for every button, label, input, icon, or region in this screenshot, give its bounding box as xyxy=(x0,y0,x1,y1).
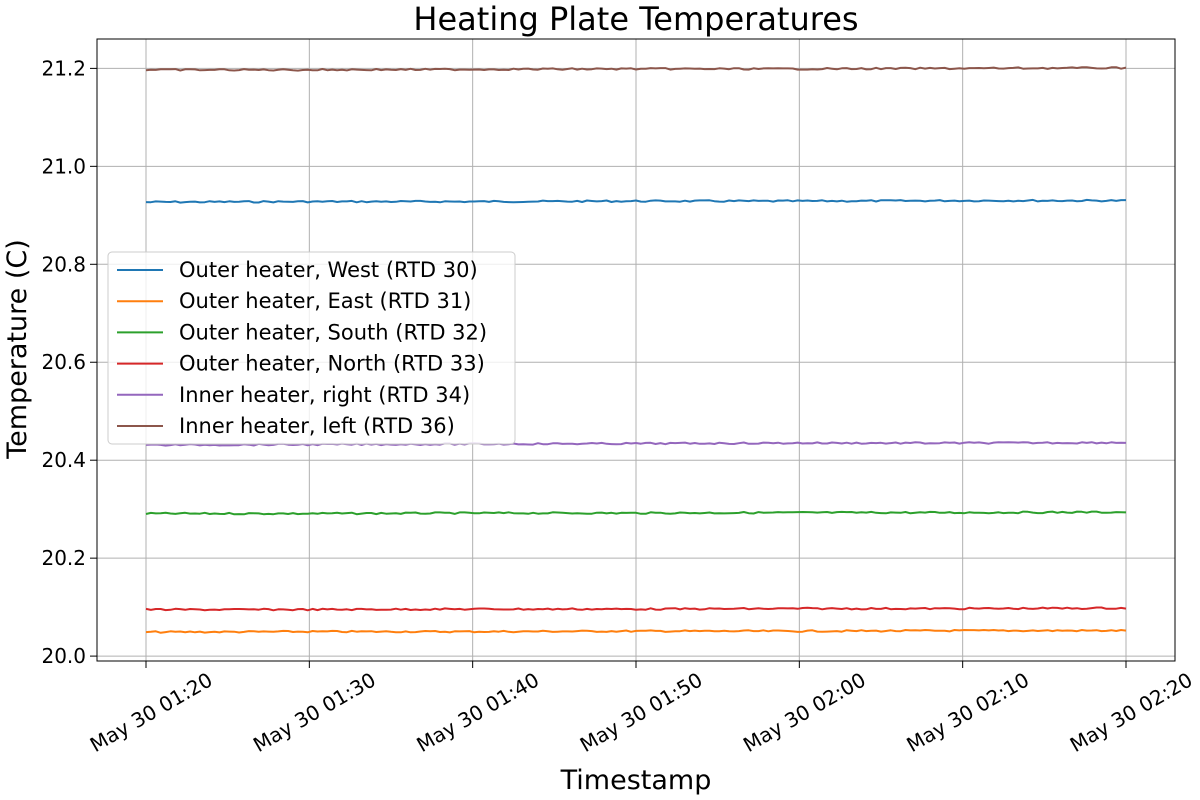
y-axis-label: Temperature (C) xyxy=(2,239,33,460)
legend xyxy=(107,251,516,445)
legend-entry: Outer heater, North (RTD 33) xyxy=(179,352,485,376)
x-tick-label: May 30 02:20 xyxy=(1066,668,1197,757)
y-tick-label: 21.2 xyxy=(41,56,86,80)
x-tick-label: May 30 02:00 xyxy=(739,668,870,757)
x-axis-label: Timestamp xyxy=(560,765,712,796)
legend-entry: Inner heater, left (RTD 36) xyxy=(179,414,455,438)
legend-entry: Outer heater, East (RTD 31) xyxy=(179,289,471,313)
legend-entry: Inner heater, right (RTD 34) xyxy=(179,383,470,407)
series-line-1 xyxy=(145,198,1126,204)
series-line-6 xyxy=(145,66,1127,72)
y-tick-label: 20.0 xyxy=(41,644,86,668)
chart-title: Heating Plate Temperatures xyxy=(413,0,858,38)
y-tick-label: 20.8 xyxy=(41,252,86,276)
legend-entry: Outer heater, West (RTD 30) xyxy=(179,258,478,282)
series-line-3 xyxy=(145,510,1127,516)
x-tick-label: May 30 01:50 xyxy=(576,668,707,757)
x-tick-label: May 30 01:30 xyxy=(249,668,380,757)
y-tick-label: 20.6 xyxy=(41,350,86,374)
series-line-4 xyxy=(145,606,1127,612)
series-line-5 xyxy=(145,441,1127,447)
legend-entry: Outer heater, South (RTD 32) xyxy=(179,320,487,344)
y-tick-label: 20.4 xyxy=(41,448,86,472)
x-tick-label: May 30 01:20 xyxy=(86,668,217,757)
axes-frame xyxy=(96,38,1176,662)
x-tick-label: May 30 02:10 xyxy=(902,668,1033,757)
x-tick-label: May 30 01:40 xyxy=(412,668,543,757)
y-tick-label: 20.2 xyxy=(41,546,86,570)
series-line-2 xyxy=(145,629,1127,634)
y-tick-label: 21.0 xyxy=(41,154,86,178)
